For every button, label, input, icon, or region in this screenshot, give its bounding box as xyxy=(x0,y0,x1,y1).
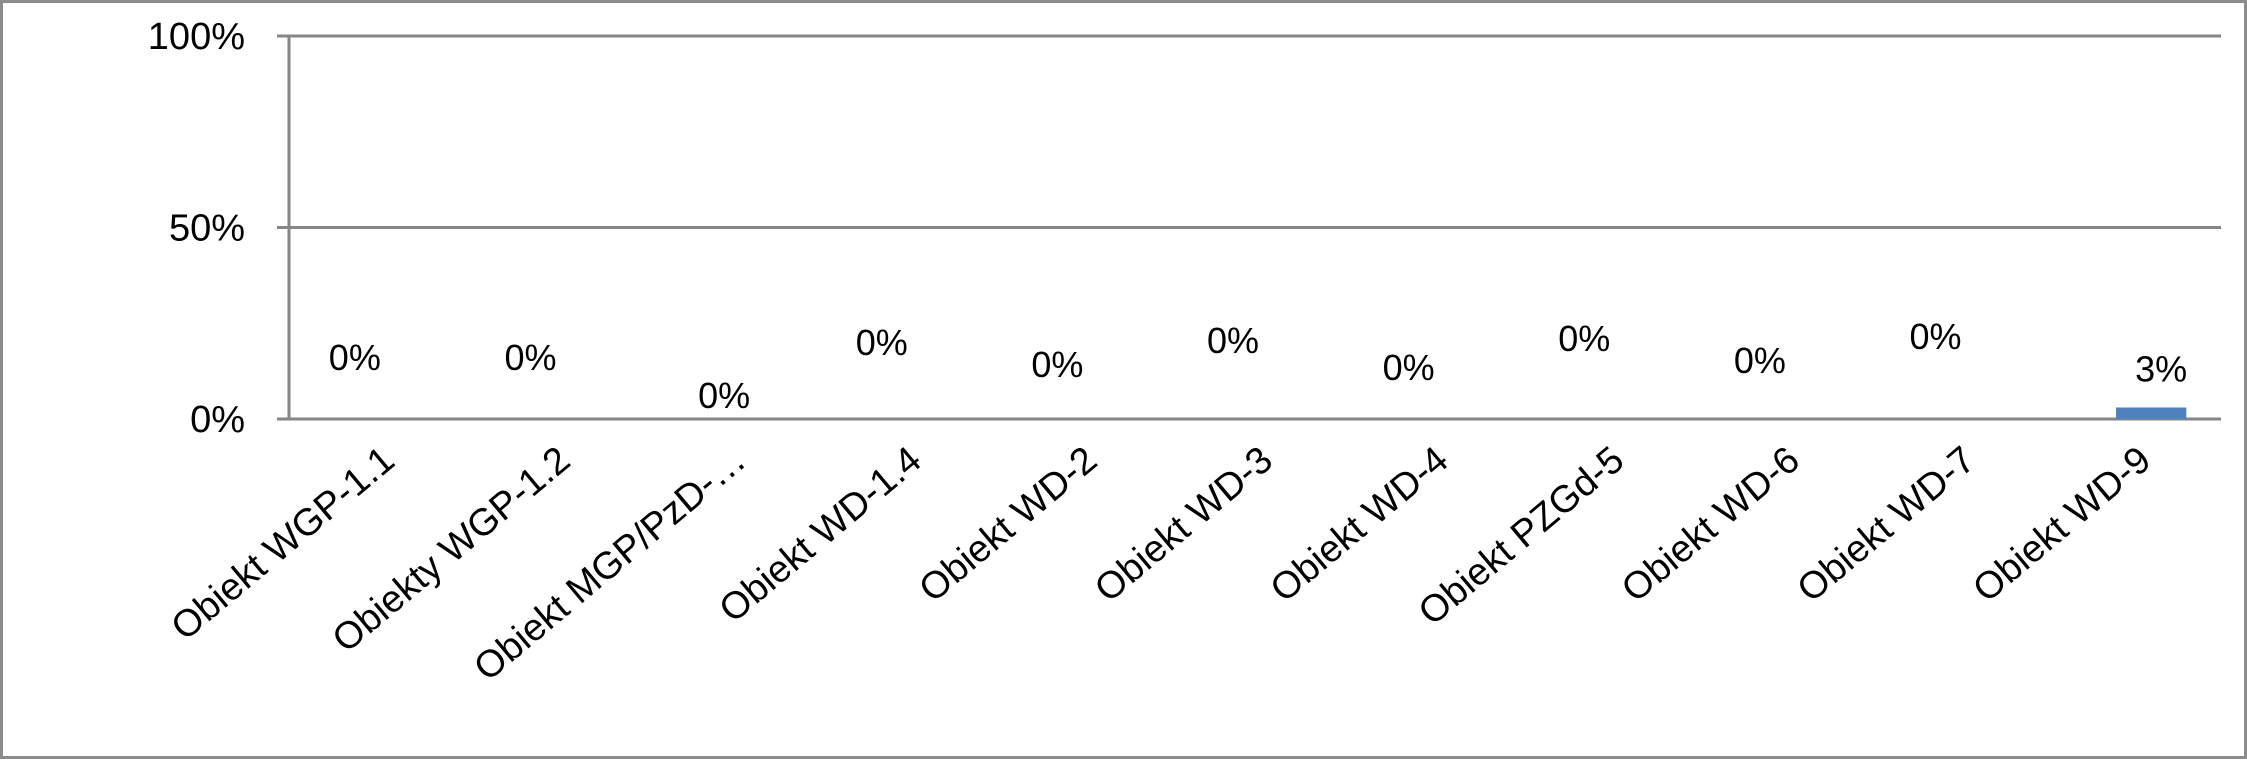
y-tick-labels: 0% 50% 100% xyxy=(148,16,245,441)
data-label: 0% xyxy=(504,337,556,378)
data-label: 0% xyxy=(698,375,750,416)
category-label: Obiekt WD-9 xyxy=(1965,439,2159,611)
data-label: 0% xyxy=(856,322,908,363)
y-tick-label: 0% xyxy=(190,399,245,441)
data-label: 0% xyxy=(1734,340,1786,381)
data-label: 0% xyxy=(1910,316,1962,357)
category-label: Obiekt WD-6 xyxy=(1614,439,1808,611)
category-label: Obiekt WD-7 xyxy=(1790,439,1984,611)
category-label: Obiekt WD-3 xyxy=(1087,439,1281,611)
data-labels: 0% 0% 0% 0% 0% 0% 0% 0% 0% 0% 3% xyxy=(329,316,2187,416)
y-tick-label: 100% xyxy=(148,16,245,58)
data-label: 0% xyxy=(329,337,381,378)
category-label: Obiekt WD-4 xyxy=(1263,439,1457,611)
gridlines xyxy=(277,34,2221,421)
data-label: 0% xyxy=(1207,320,1259,361)
bar xyxy=(2116,407,2187,419)
y-tick-label: 50% xyxy=(169,208,245,250)
data-label: 3% xyxy=(2135,349,2187,390)
bar-chart: 0% 50% 100% 0% 0% 0% 0% 0% 0% 0% 0% 0% 0% 3% Obiekt … xyxy=(148,16,2221,690)
data-label: 0% xyxy=(1383,347,1435,388)
bars xyxy=(2116,407,2187,419)
category-label: Obiekt WD-2 xyxy=(912,439,1106,611)
data-label: 0% xyxy=(1031,344,1083,385)
data-label: 0% xyxy=(1558,318,1610,359)
